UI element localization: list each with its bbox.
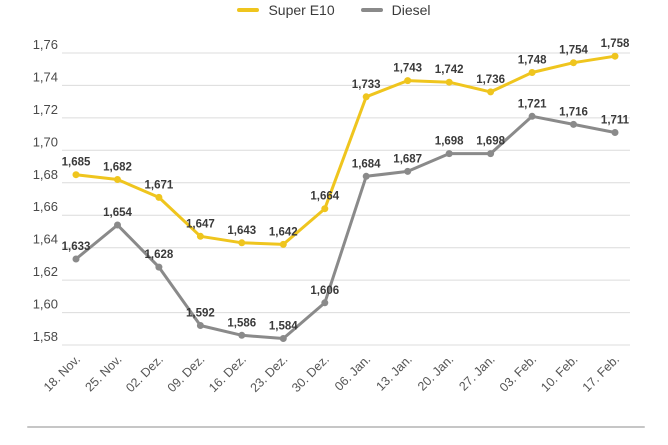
svg-text:16. Dez.: 16. Dez. [206,352,249,395]
svg-text:1,716: 1,716 [559,106,588,118]
svg-text:1,742: 1,742 [435,64,464,76]
svg-text:1,74: 1,74 [33,69,58,84]
svg-text:1,58: 1,58 [33,329,58,344]
svg-text:1,60: 1,60 [33,297,58,312]
svg-text:1,68: 1,68 [33,167,58,182]
svg-text:1,654: 1,654 [103,207,132,219]
svg-text:1,682: 1,682 [103,162,132,174]
diesel-line-swatch [360,8,383,12]
svg-text:1,586: 1,586 [227,317,256,329]
svg-text:02. Dez.: 02. Dez. [123,352,166,395]
svg-text:1,736: 1,736 [476,74,505,86]
svg-text:1,633: 1,633 [62,241,91,253]
svg-text:23. Dez.: 23. Dez. [248,352,291,395]
svg-text:1,647: 1,647 [186,218,215,230]
svg-text:13. Jan.: 13. Jan. [373,352,414,393]
svg-text:1,643: 1,643 [227,225,256,237]
legend-label-super-e10: Super E10 [268,2,335,18]
svg-text:1,698: 1,698 [435,136,464,148]
svg-text:1,64: 1,64 [33,232,58,247]
svg-text:30. Dez.: 30. Dez. [289,352,332,395]
svg-text:1,628: 1,628 [145,249,174,261]
svg-text:03. Feb.: 03. Feb. [497,352,539,394]
svg-text:1,66: 1,66 [33,199,58,214]
svg-text:1,592: 1,592 [186,308,215,320]
svg-text:1,685: 1,685 [62,157,91,169]
legend-item-diesel: Diesel [360,2,431,18]
svg-text:25. Nov.: 25. Nov. [82,352,124,394]
svg-text:1,733: 1,733 [352,79,381,91]
svg-text:09. Dez.: 09. Dez. [165,352,208,395]
svg-text:1,76: 1,76 [33,37,58,52]
svg-text:27. Jan.: 27. Jan. [456,352,497,393]
svg-text:1,721: 1,721 [518,98,547,110]
svg-text:1,698: 1,698 [476,136,505,148]
svg-text:1,711: 1,711 [601,115,630,127]
svg-text:1,664: 1,664 [310,191,339,203]
svg-text:1,70: 1,70 [33,134,58,149]
svg-text:1,606: 1,606 [310,285,339,297]
chart-legend: Super E10 Diesel [0,2,668,18]
svg-text:10. Feb.: 10. Feb. [538,352,580,394]
svg-text:1,62: 1,62 [33,264,58,279]
svg-text:1,72: 1,72 [33,102,58,117]
svg-text:18. Nov.: 18. Nov. [41,352,83,394]
svg-text:1,684: 1,684 [352,158,381,170]
svg-text:1,754: 1,754 [559,45,588,57]
svg-text:20. Jan.: 20. Jan. [415,352,456,393]
svg-text:06. Jan.: 06. Jan. [332,352,373,393]
svg-text:17. Feb.: 17. Feb. [580,352,622,394]
svg-text:1,671: 1,671 [145,179,174,191]
super-e10-line-swatch [237,8,260,12]
svg-text:1,642: 1,642 [269,226,298,238]
bottom-divider [27,426,645,428]
svg-text:1,748: 1,748 [518,55,547,67]
svg-text:1,584: 1,584 [269,321,298,333]
svg-text:1,687: 1,687 [393,153,422,165]
svg-text:1,758: 1,758 [601,38,630,50]
legend-item-super-e10: Super E10 [237,2,335,18]
legend-label-diesel: Diesel [391,2,431,18]
svg-text:1,743: 1,743 [393,63,422,75]
